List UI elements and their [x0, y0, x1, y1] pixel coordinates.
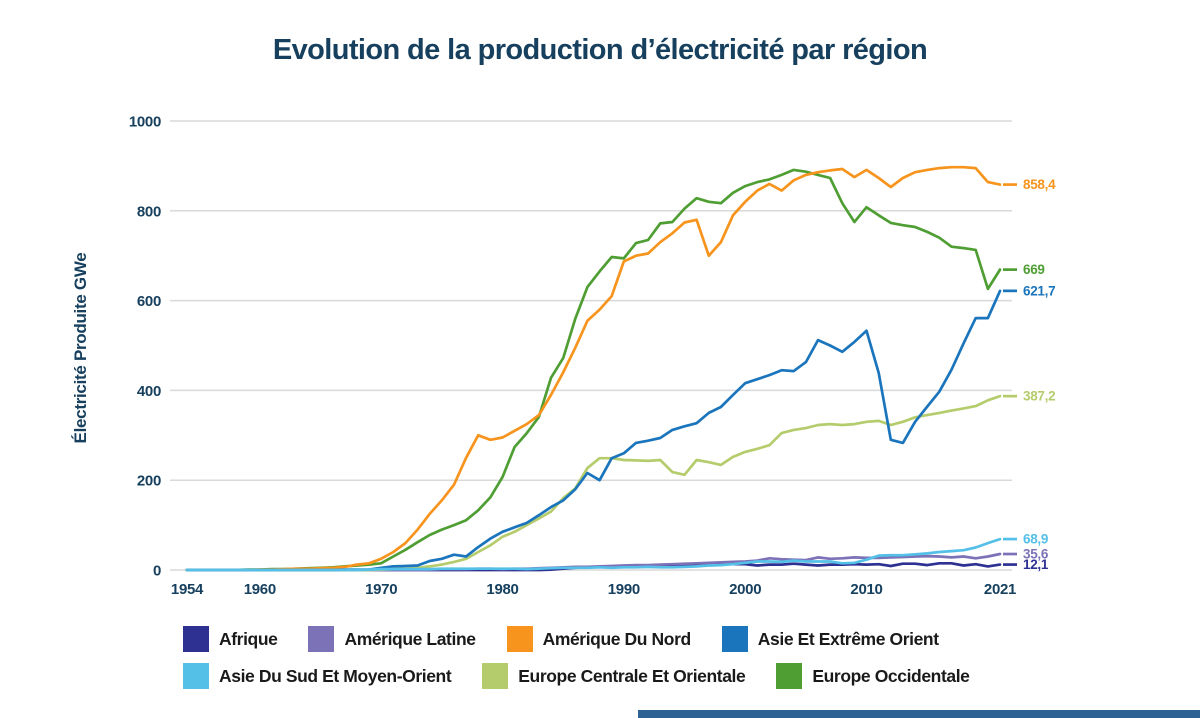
x-tick-label-1960: 1960: [244, 581, 276, 598]
series-end-label-asie-du-sud-et-moyen-orient: 68,9: [1023, 532, 1048, 547]
legend-swatch-amerique-du-nord: [506, 626, 533, 652]
footer-accent-bar: [638, 710, 1200, 718]
x-tick-label-2021: 2021: [984, 581, 1016, 598]
legend-swatch-asie-et-extreme-orient: [721, 626, 748, 652]
legend-item-amerique-du-nord: Amérique Du Nord: [506, 626, 692, 652]
legend-label-europe-occidentale: Europe Occidentale: [812, 665, 970, 686]
legend-item-europe-occidentale: Europe Occidentale: [776, 663, 970, 689]
x-tick-label-1990: 1990: [608, 581, 640, 598]
legend-label-europe-centrale-et-orientale: Europe Centrale Et Orientale: [518, 665, 746, 686]
series-end-label-europe-centrale-et-orientale: 387,2: [1023, 389, 1055, 404]
y-tick-label-0: 0: [153, 563, 161, 580]
series-line-asie-et-extreme-orient: [185, 289, 1002, 572]
x-tick-label-1970: 1970: [365, 581, 397, 598]
legend-swatch-amerique-latine: [308, 626, 335, 652]
legend-swatch-afrique: [183, 626, 209, 652]
legend-item-afrique: Afrique: [183, 626, 278, 652]
series-end-label-afrique: 12,1: [1023, 557, 1049, 572]
legend-label-amerique-latine: Amérique Latine: [344, 628, 476, 649]
legend-item-europe-centrale-et-orientale: Europe Centrale Et Orientale: [482, 663, 746, 689]
x-tick-label-2010: 2010: [850, 581, 882, 598]
legend-label-asie-du-sud-et-moyen-orient: Asie Du Sud Et Moyen-Orient: [219, 665, 452, 686]
series-end-label-amerique-latine: 35,6: [1023, 547, 1049, 562]
line-chart-canvas: 0 200 400 600 800 1000 1954 1960 1970 1980 1990 200…: [129, 114, 1057, 599]
series-line-asie-du-sud-et-moyen-orient: [185, 537, 1002, 572]
y-tick-label-200: 200: [137, 473, 161, 490]
legend-row-2: Asie Du Sud Et Moyen-Orient Europe Centra…: [183, 663, 1183, 689]
x-tick-label-1980: 1980: [486, 581, 518, 598]
legend-label-amerique-du-nord: Amérique Du Nord: [542, 628, 692, 649]
series-line-amerique-du-nord: [185, 165, 1002, 572]
legend-label-asie-et-extreme-orient: Asie Et Extrême Orient: [757, 628, 939, 649]
legend: Afrique Amérique Latine Amérique Du Nord As…: [183, 626, 1183, 700]
legend-item-amerique-latine: Amérique Latine: [308, 626, 476, 652]
x-tick-label-2000: 2000: [729, 581, 761, 598]
y-tick-label-400: 400: [137, 383, 161, 400]
legend-label-afrique: Afrique: [219, 628, 278, 649]
legend-item-asie-du-sud-et-moyen-orient: Asie Du Sud Et Moyen-Orient: [183, 663, 452, 689]
legend-swatch-europe-centrale-et-orientale: [482, 663, 509, 689]
series-end-label-amerique-du-nord: 858,4: [1023, 177, 1056, 192]
y-tick-label-800: 800: [137, 203, 161, 220]
y-tick-label-1000: 1000: [129, 114, 161, 131]
x-tick-label-1954: 1954: [171, 581, 204, 598]
y-tick-label-600: 600: [137, 293, 161, 310]
series-end-label-europe-occidentale: 669: [1023, 262, 1045, 277]
legend-item-asie-et-extreme-orient: Asie Et Extrême Orient: [721, 626, 939, 652]
series-line-europe-centrale-et-orientale: [185, 394, 1002, 572]
series-end-label-asie-et-extreme-orient: 621,7: [1023, 283, 1055, 298]
legend-swatch-europe-occidentale: [776, 663, 803, 689]
legend-swatch-asie-du-sud-et-moyen-orient: [183, 663, 209, 689]
chart-title: Evolution de la production d’électricité…: [272, 34, 928, 66]
legend-row-1: Afrique Amérique Latine Amérique Du Nord As…: [183, 626, 1183, 652]
